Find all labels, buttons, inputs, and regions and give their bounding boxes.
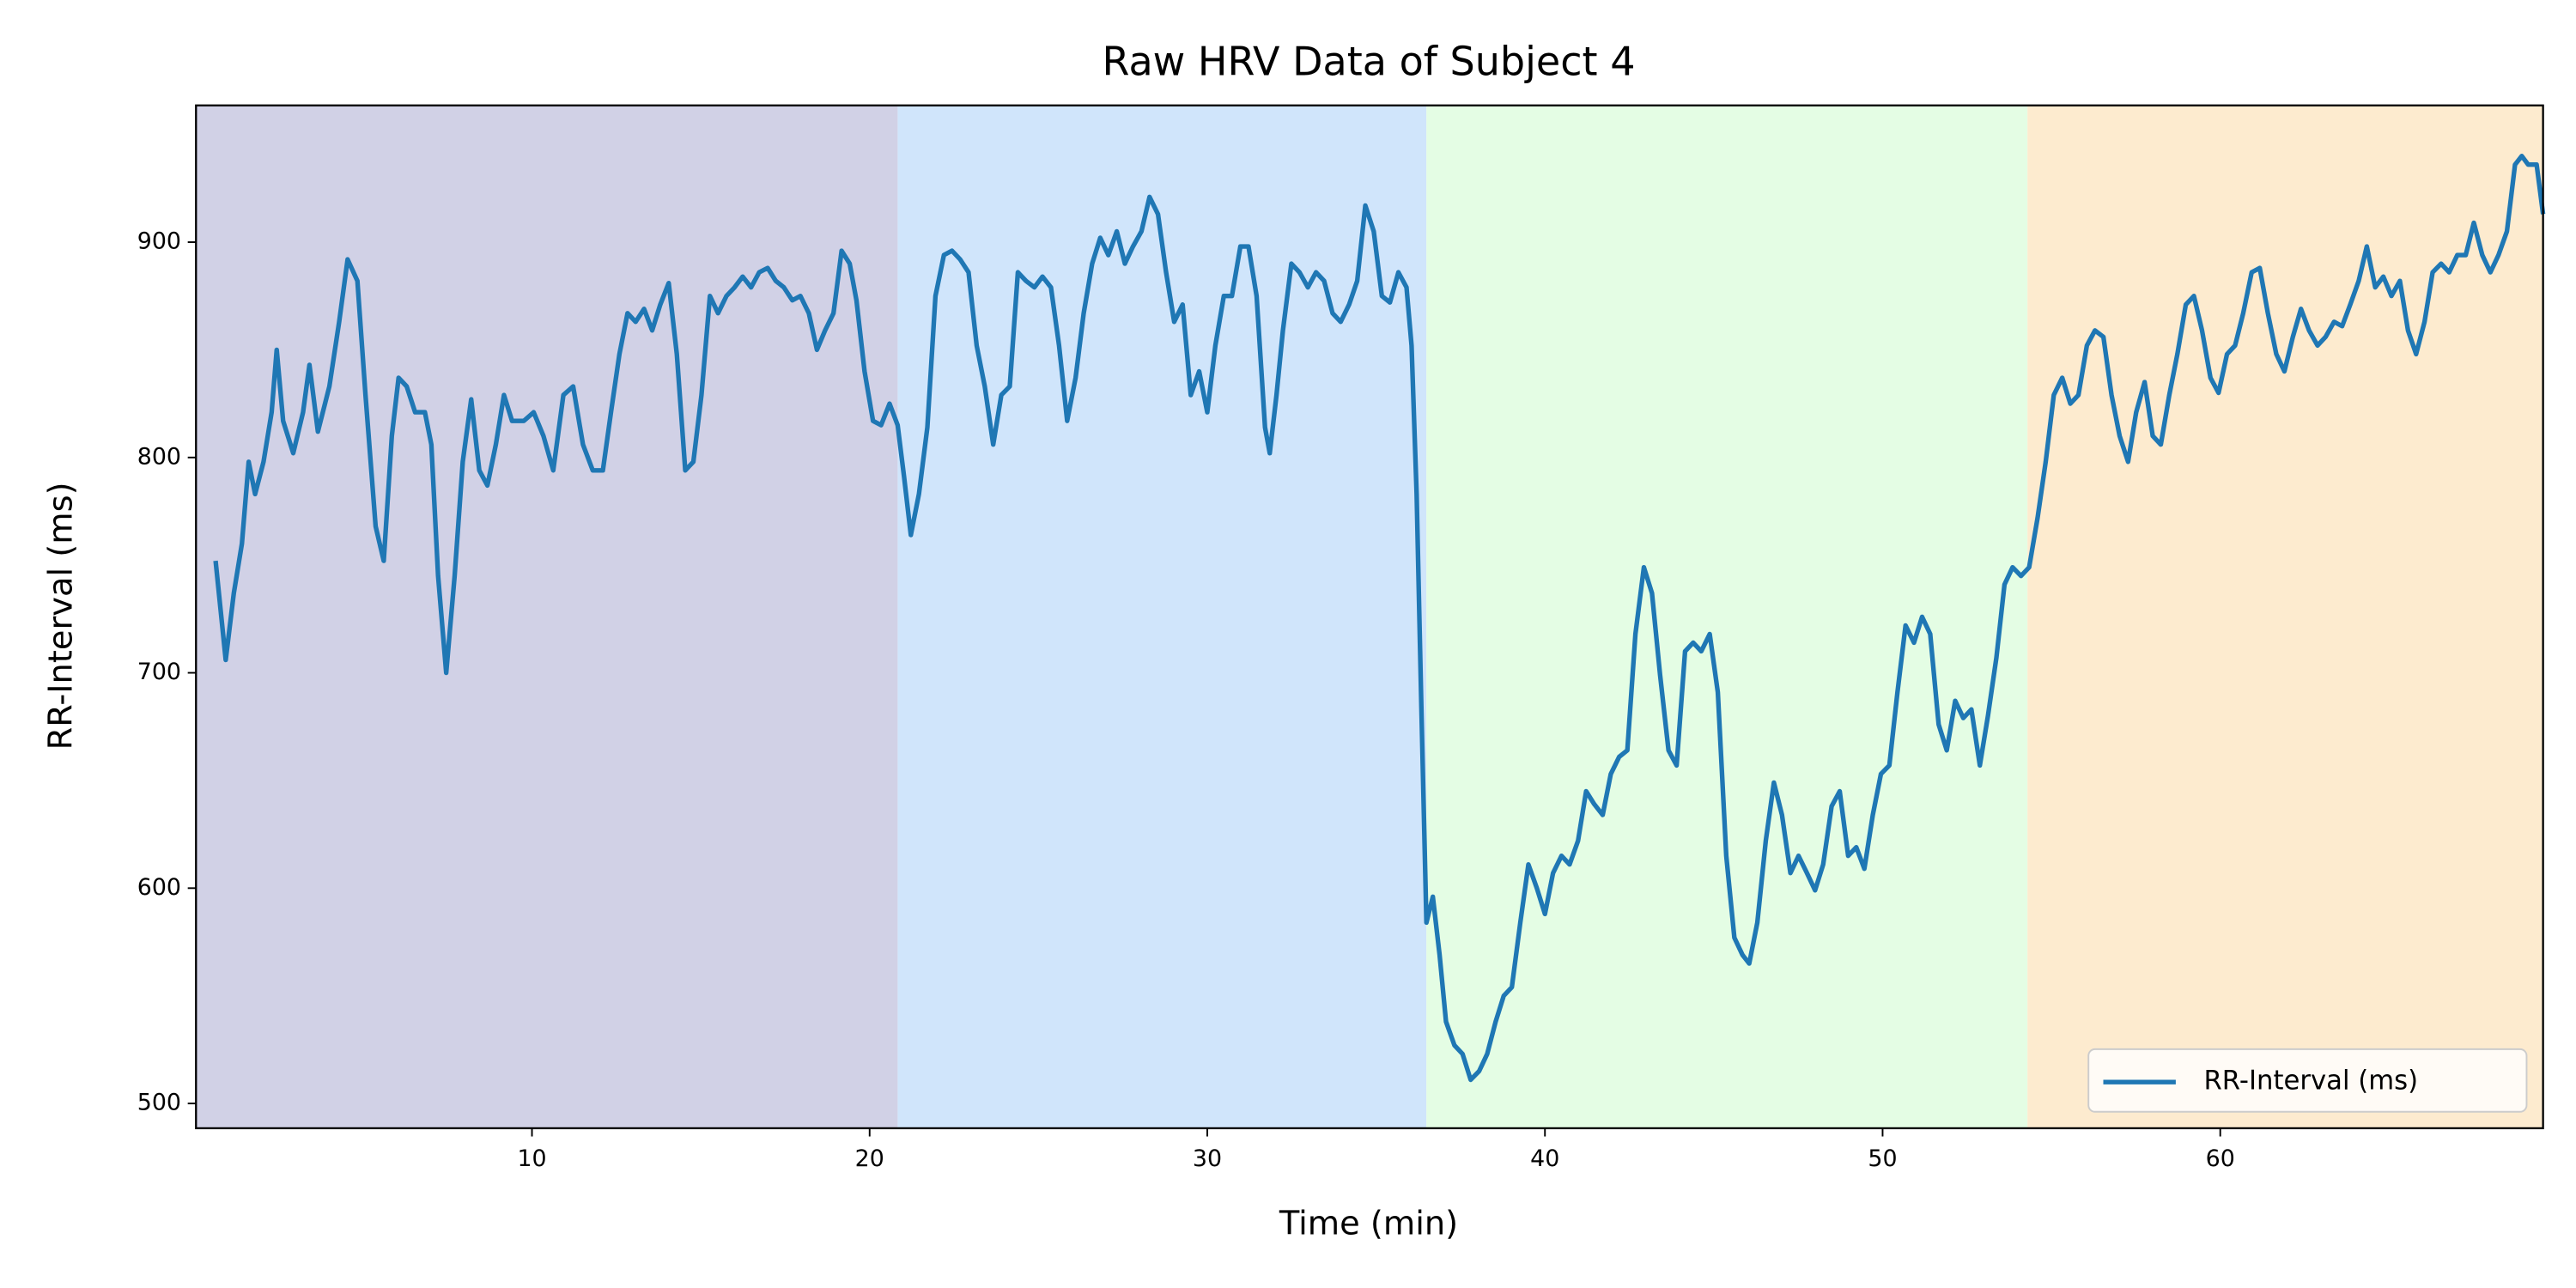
x-axis-label: Time (min) xyxy=(1279,1205,1458,1243)
x-tick-label: 50 xyxy=(1868,1145,1897,1172)
x-tick-label: 60 xyxy=(2206,1145,2235,1172)
spans xyxy=(196,105,2543,1128)
y-tick-label: 600 xyxy=(137,874,181,901)
x-tick-label: 30 xyxy=(1193,1145,1222,1172)
data-line xyxy=(213,154,2546,1083)
plot-frame xyxy=(195,104,2544,1130)
x-tick-label: 10 xyxy=(517,1145,546,1172)
y-axis-label: RR-Interval (ms) xyxy=(41,482,80,750)
y-tick-label: 900 xyxy=(137,228,181,255)
legend-box xyxy=(2087,1048,2528,1113)
shaded-span xyxy=(897,105,1427,1128)
shaded-span xyxy=(2027,105,2543,1128)
legend-label: RR-Interval (ms) xyxy=(2203,1066,2418,1097)
shaded-span xyxy=(1426,105,2028,1128)
plot-lines xyxy=(213,154,2546,1083)
y-tick-label: 500 xyxy=(137,1090,181,1116)
chart-title: Raw HRV Data of Subject 4 xyxy=(1102,38,1635,84)
y-tick-label: 700 xyxy=(137,659,181,685)
shaded-span xyxy=(196,105,898,1128)
x-tick-label: 20 xyxy=(855,1145,884,1172)
legend: RR-Interval (ms) xyxy=(2087,1048,2528,1113)
y-tick-label: 800 xyxy=(137,443,181,470)
x-tick-label: 40 xyxy=(1530,1145,1559,1172)
